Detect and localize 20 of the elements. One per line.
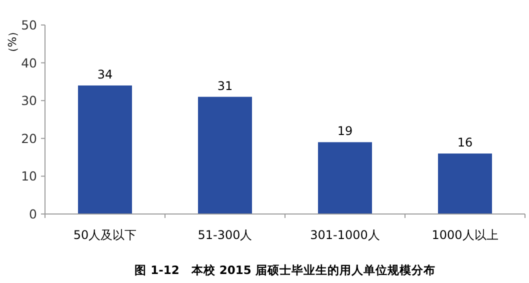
x-tick-label: 50人及以下 — [73, 228, 137, 242]
data-label: 31 — [217, 78, 233, 93]
bar — [198, 96, 252, 214]
y-tick-label: 30 — [21, 93, 38, 108]
data-label: 19 — [337, 124, 353, 138]
data-label: 34 — [97, 67, 113, 82]
y-tick-label: 50 — [21, 18, 38, 32]
x-tick-label: 301-1000人 — [310, 228, 380, 242]
text: 图 1-12 本校 2015 届硕士毕业生的用人单位规模分布 — [134, 263, 436, 277]
y-tick-label: 40 — [21, 55, 38, 70]
bar — [318, 142, 372, 214]
y-axis-title: （%） — [6, 26, 19, 58]
x-tick-label: 1000人以上 — [432, 228, 498, 242]
y-tick-label: 20 — [21, 130, 38, 146]
y-tick-label: 0 — [29, 206, 38, 222]
x-tick-label: 51-300人 — [198, 228, 252, 242]
data-label: 16 — [457, 136, 473, 150]
bar — [438, 154, 492, 214]
bar — [78, 85, 132, 214]
y-tick-label: 10 — [21, 168, 38, 184]
